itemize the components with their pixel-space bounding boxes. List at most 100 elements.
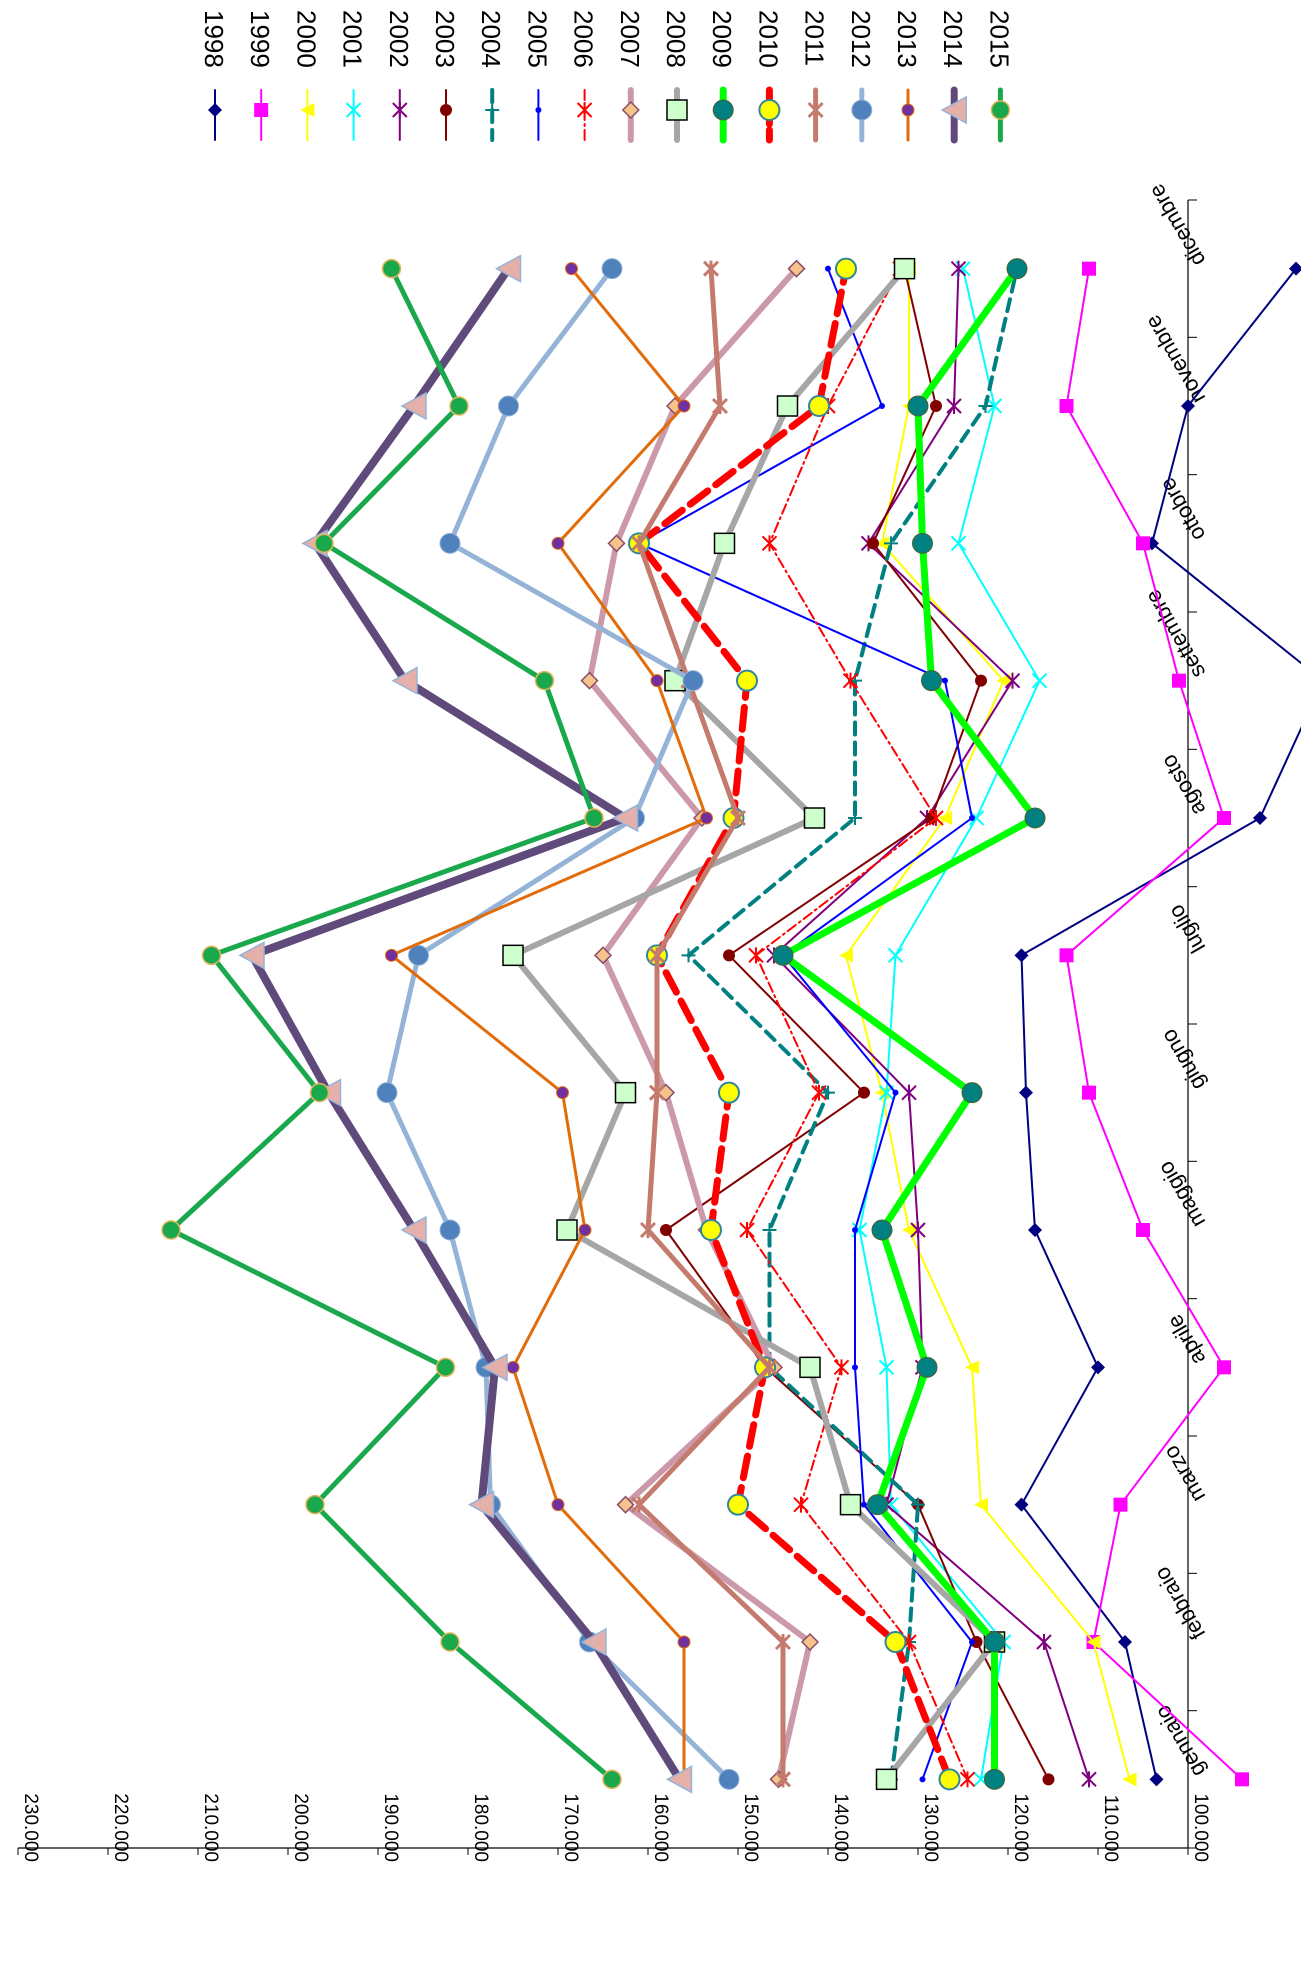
data-point-2005-novembre bbox=[879, 403, 885, 409]
legend-label-2004: 2004 bbox=[476, 10, 506, 68]
data-point-2008-marzo bbox=[841, 1495, 861, 1515]
data-point-2011-febbraio bbox=[776, 1634, 790, 1650]
data-point-1999-marzo bbox=[1114, 1498, 1128, 1512]
data-point-2002-febbraio bbox=[1037, 1634, 1051, 1650]
legend-entry-2010: 2010 bbox=[753, 10, 783, 140]
data-point-2010-novembre bbox=[809, 396, 829, 416]
data-point-2008-gennaio bbox=[877, 1769, 897, 1789]
value-tick-label: 170.000 bbox=[560, 1793, 581, 1862]
data-point-2005-settembre bbox=[942, 678, 948, 684]
data-point-2015-gennaio bbox=[603, 1770, 621, 1788]
legend-entry-2007: 2007 bbox=[615, 10, 645, 140]
value-tick-label: 110.000 bbox=[1100, 1795, 1121, 1862]
data-point-2012-gennaio bbox=[719, 1769, 739, 1789]
data-point-2009-febbraio bbox=[985, 1632, 1005, 1652]
value-tick-label: 100.000 bbox=[1190, 1793, 1211, 1862]
category-tick-label: dicembre bbox=[1143, 180, 1210, 271]
category-tick-label: novembre bbox=[1140, 311, 1211, 408]
series-line-2014 bbox=[252, 269, 680, 1780]
series-2013 bbox=[386, 263, 713, 1786]
series-line-2012 bbox=[387, 269, 729, 1780]
data-point-2005-gennaio bbox=[920, 1776, 926, 1782]
data-point-2005-marzo bbox=[861, 1502, 867, 1508]
legend-marker-2010 bbox=[759, 100, 779, 120]
legend-label-2002: 2002 bbox=[384, 10, 414, 68]
data-point-2009-maggio bbox=[872, 1220, 892, 1240]
data-point-2013-aprile bbox=[507, 1361, 519, 1373]
category-tick-label: giugno bbox=[1156, 1025, 1211, 1095]
data-point-2006-luglio bbox=[749, 947, 763, 963]
data-point-2015-maggio bbox=[162, 1221, 180, 1239]
series-line-2006 bbox=[747, 269, 968, 1780]
legend-entry-2005: 2005 bbox=[522, 10, 552, 140]
legend-label-1998: 1998 bbox=[199, 10, 229, 68]
legend-marker-2005 bbox=[535, 107, 541, 113]
legend-marker-2013 bbox=[902, 104, 914, 116]
data-point-2009-dicembre bbox=[1007, 259, 1027, 279]
legend-label-2013: 2013 bbox=[892, 10, 922, 68]
data-point-2009-marzo bbox=[868, 1495, 888, 1515]
series-2003 bbox=[660, 263, 1055, 1786]
data-point-2008-ottobre bbox=[715, 533, 735, 553]
data-point-2009-giugno bbox=[962, 1083, 982, 1103]
plot-area bbox=[162, 256, 1301, 1793]
data-point-1999-maggio bbox=[1136, 1223, 1150, 1237]
data-point-1999-ottobre bbox=[1136, 536, 1150, 550]
category-tick-label: ottobre bbox=[1154, 474, 1210, 546]
legend-label-2011: 2011 bbox=[800, 10, 830, 66]
category-tick-label: febbraio bbox=[1149, 1563, 1210, 1644]
legend-marker-2015 bbox=[991, 101, 1009, 119]
legend-entry-1999: 1999 bbox=[245, 10, 275, 140]
legend-label-2009: 2009 bbox=[707, 10, 737, 68]
legend-label-2005: 2005 bbox=[522, 10, 552, 68]
data-point-2013-luglio bbox=[386, 949, 398, 961]
data-point-2012-giugno bbox=[377, 1083, 397, 1103]
data-point-2012-novembre bbox=[499, 396, 519, 416]
series-2000 bbox=[839, 262, 1137, 1787]
data-point-2013-giugno bbox=[557, 1087, 569, 1099]
data-point-1999-gennaio bbox=[1235, 1772, 1249, 1786]
series-2006 bbox=[740, 261, 975, 1788]
data-point-2013-settembre bbox=[651, 675, 663, 687]
data-point-1999-settembre bbox=[1172, 674, 1186, 688]
data-point-2015-marzo bbox=[306, 1496, 324, 1514]
series-line-1999 bbox=[1067, 269, 1243, 1780]
category-tick-label: maggio bbox=[1153, 1157, 1211, 1232]
data-point-1999-aprile bbox=[1217, 1360, 1231, 1374]
data-point-2011-maggio bbox=[641, 1222, 655, 1238]
legend-entry-2008: 2008 bbox=[661, 10, 691, 140]
data-point-1999-novembre bbox=[1060, 399, 1074, 413]
data-point-2008-giugno bbox=[616, 1083, 636, 1103]
data-point-2012-maggio bbox=[440, 1220, 460, 1240]
data-point-2009-agosto bbox=[1025, 808, 1045, 828]
data-point-1999-dicembre bbox=[1082, 262, 1096, 276]
data-point-2013-novembre bbox=[678, 400, 690, 412]
value-tick-label: 230.000 bbox=[20, 1793, 41, 1862]
data-point-2012-dicembre bbox=[602, 259, 622, 279]
category-tick-label: agosto bbox=[1156, 750, 1211, 820]
data-point-2003-luglio bbox=[723, 949, 735, 961]
data-point-2004-maggio bbox=[763, 1223, 777, 1237]
legend-marker-2009 bbox=[713, 100, 733, 120]
series-line-2001 bbox=[860, 269, 1040, 1780]
value-tick-label: 130.000 bbox=[920, 1793, 941, 1862]
data-point-1998-gennaio bbox=[1150, 1772, 1164, 1786]
data-point-2013-marzo bbox=[552, 1499, 564, 1511]
legend-label-2007: 2007 bbox=[615, 10, 645, 68]
data-point-2010-dicembre bbox=[836, 259, 856, 279]
legend-label-2010: 2010 bbox=[753, 10, 783, 68]
legend-label-2006: 2006 bbox=[569, 10, 599, 68]
legend-marker-2007 bbox=[623, 102, 639, 118]
legend-entry-2013: 2013 bbox=[892, 10, 922, 140]
data-point-2015-aprile bbox=[437, 1358, 455, 1376]
data-point-2009-luglio bbox=[773, 945, 793, 965]
data-point-2010-febbraio bbox=[886, 1632, 906, 1652]
data-point-2006-marzo bbox=[794, 1497, 808, 1513]
data-point-2015-ottobre bbox=[315, 534, 333, 552]
data-point-2012-settembre bbox=[683, 671, 703, 691]
data-point-1999-giugno bbox=[1082, 1086, 1096, 1100]
value-tick-label: 210.000 bbox=[200, 1793, 221, 1862]
data-point-2011-novembre bbox=[713, 398, 727, 414]
legend-entry-2011: 2011 bbox=[800, 10, 830, 140]
value-tick-label: 140.000 bbox=[830, 1793, 851, 1862]
